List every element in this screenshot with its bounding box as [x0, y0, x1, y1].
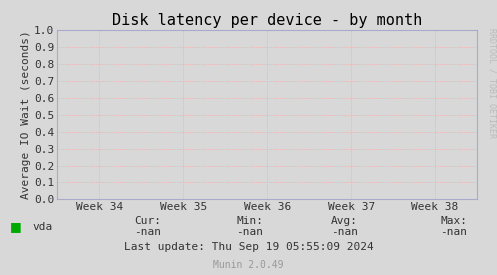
- Text: RRDTOOL / TOBI OETIKER: RRDTOOL / TOBI OETIKER: [487, 28, 496, 138]
- Text: Avg:: Avg:: [331, 216, 358, 226]
- Text: Min:: Min:: [237, 216, 263, 226]
- Text: Last update: Thu Sep 19 05:55:09 2024: Last update: Thu Sep 19 05:55:09 2024: [124, 243, 373, 252]
- Text: -nan: -nan: [237, 227, 263, 237]
- Text: Cur:: Cur:: [135, 216, 162, 226]
- Title: Disk latency per device - by month: Disk latency per device - by month: [112, 13, 422, 28]
- Text: -nan: -nan: [440, 227, 467, 237]
- Text: ■: ■: [10, 220, 22, 233]
- Text: Max:: Max:: [440, 216, 467, 226]
- Text: Munin 2.0.49: Munin 2.0.49: [213, 260, 284, 270]
- Y-axis label: Average IO Wait (seconds): Average IO Wait (seconds): [21, 31, 31, 199]
- Text: vda: vda: [32, 222, 53, 232]
- Text: -nan: -nan: [331, 227, 358, 237]
- Text: -nan: -nan: [135, 227, 162, 237]
